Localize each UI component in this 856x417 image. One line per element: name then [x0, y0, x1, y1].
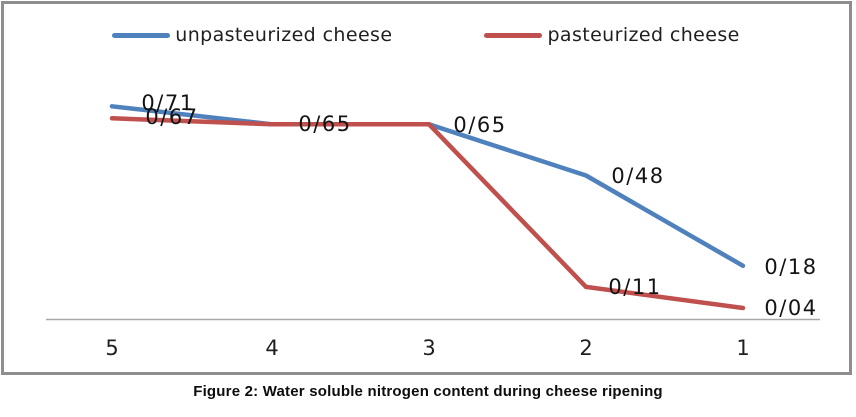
- data-label: 0/48: [611, 163, 665, 188]
- x-axis-tick-label: 4: [265, 336, 279, 360]
- x-axis-tick-label: 1: [736, 336, 750, 360]
- chart-frame: [1, 1, 852, 375]
- data-label: 0/04: [764, 296, 818, 320]
- legend-item-unpasteurized: unpasteurized cheese: [112, 24, 392, 46]
- data-label: 0/65: [453, 113, 507, 138]
- data-label: 0/67: [145, 105, 199, 130]
- x-axis-tick-label: 3: [422, 336, 436, 360]
- data-label: 0/11: [608, 274, 662, 299]
- legend-line-swatch-pasteurized: [484, 32, 543, 38]
- data-label: 0/71: [141, 91, 195, 116]
- legend-item-pasteurized: pasteurized cheese: [484, 24, 739, 46]
- legend-line-swatch-unpasteurized: [112, 32, 171, 38]
- chart-legend: unpasteurized cheese pasteurized cheese: [0, 24, 852, 46]
- data-label: 0/65: [298, 112, 352, 137]
- legend-label-unpasteurized: unpasteurized cheese: [175, 24, 393, 46]
- x-axis-tick-label: 5: [105, 336, 119, 360]
- x-axis-tick-label: 2: [579, 336, 593, 360]
- series-line-pasteurized: [109, 116, 746, 311]
- legend-label-pasteurized: pasteurized cheese: [547, 24, 740, 46]
- figure-caption: Figure 2: Water soluble nitrogen content…: [193, 383, 663, 400]
- data-label: 0/18: [764, 254, 818, 279]
